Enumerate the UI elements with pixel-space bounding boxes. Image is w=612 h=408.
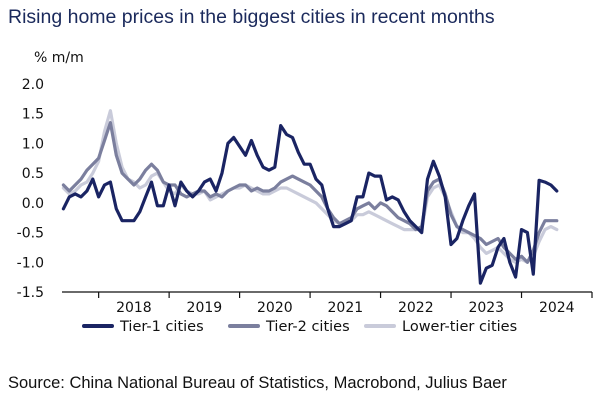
series-line-tier-1-cities bbox=[61, 123, 559, 285]
y-tick-label: 1.5 bbox=[22, 107, 44, 123]
x-axis: 2018 2019 2020 2021 2022 2023 2024 bbox=[62, 291, 593, 316]
x-tick-label: 2018 bbox=[116, 300, 152, 316]
y-tick-label: 0.5 bbox=[22, 166, 44, 182]
x-tick-label: 2023 bbox=[468, 300, 504, 316]
y-tick-label: -0.5 bbox=[17, 226, 44, 242]
y-tick-label: 1.0 bbox=[22, 136, 44, 152]
x-tick-label: 2019 bbox=[187, 300, 223, 316]
series-line-lower-tier-cities bbox=[61, 109, 559, 264]
y-tick-label: 0.0 bbox=[22, 196, 44, 212]
legend-label: Tier-1 cities bbox=[119, 319, 204, 335]
y-tick-label: 2.0 bbox=[22, 77, 44, 93]
x-tick-label: 2020 bbox=[257, 300, 293, 316]
y-tick-label: -1.0 bbox=[17, 255, 44, 271]
series-lines bbox=[61, 109, 559, 285]
y-tick-label: -1.5 bbox=[17, 285, 44, 301]
x-tick-label: 2021 bbox=[328, 300, 364, 316]
source-note: Source: China National Bureau of Statist… bbox=[8, 374, 507, 392]
legend-label: Tier-2 cities bbox=[265, 319, 350, 335]
legend: Tier-1 cities Tier-2 cities Lower-tier cit… bbox=[82, 319, 517, 335]
y-axis-labels: 2.0 1.5 1.0 0.5 0.0 -0.5 -1.0 -1.5 bbox=[17, 77, 44, 301]
x-tick-label: 2022 bbox=[398, 300, 434, 316]
series-line-tier-2-cities bbox=[61, 120, 559, 264]
chart-title: Rising home prices in the biggest cities… bbox=[8, 6, 495, 28]
y-axis-unit-label: % m/m bbox=[34, 50, 84, 66]
legend-label: Lower-tier cities bbox=[402, 319, 517, 335]
x-tick-label: 2024 bbox=[539, 300, 575, 316]
